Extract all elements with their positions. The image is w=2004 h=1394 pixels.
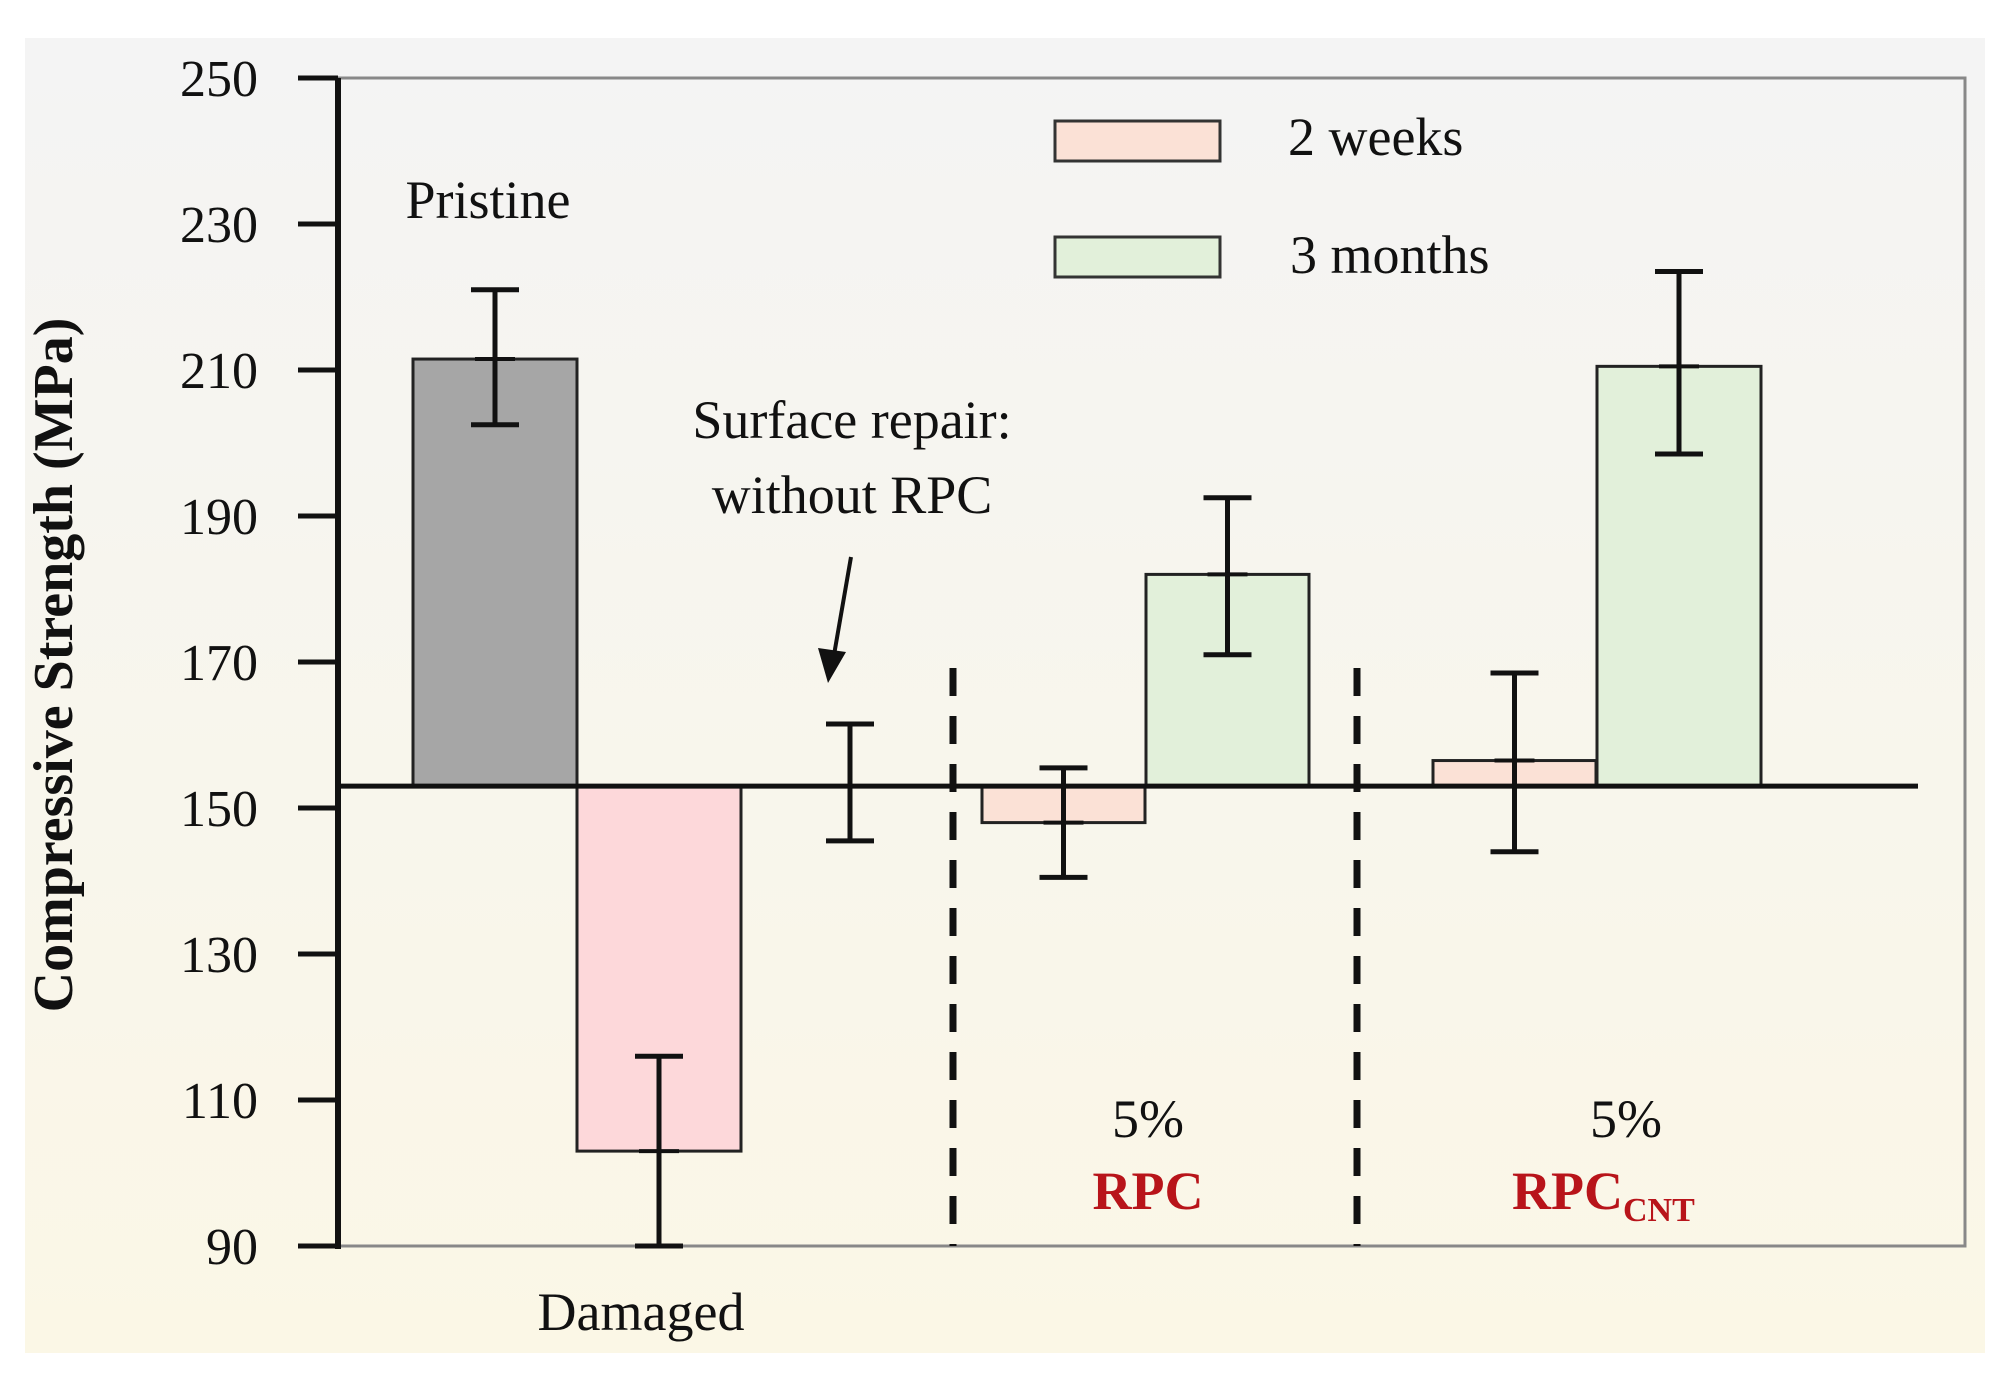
annotation-repair-line2: without RPC	[712, 465, 993, 525]
annotation-rpc-label: RPC	[1093, 1161, 1204, 1221]
error-bar-5-rpc-cnt-3-months	[1655, 268, 1703, 457]
y-tick-label-170: 170	[180, 635, 258, 692]
y-tick-label-110: 110	[182, 1073, 258, 1130]
error-bar-5-rpc-3-months	[1203, 495, 1252, 658]
bar-pristine	[411, 357, 579, 788]
legend-label-2-weeks: 2 weeks	[1288, 107, 1463, 167]
annotation-rpccnt-percent: 5%	[1590, 1089, 1662, 1149]
repair-arrow	[818, 556, 853, 683]
legend-swatch-3-months	[1053, 235, 1222, 279]
legend-label-3-months: 3 months	[1290, 225, 1490, 285]
legend-swatch-2-weeks	[1053, 119, 1222, 163]
axis-layer: 90 110 130 150 170 190 210 230 250	[180, 51, 341, 1276]
error-bar-damaged	[635, 1053, 683, 1249]
error-bar-surface-repair-without-rpc	[826, 721, 874, 844]
rpccnt-main: RPC	[1512, 1161, 1623, 1221]
y-tick-label-90: 90	[206, 1219, 258, 1276]
y-tick-label-230: 230	[180, 197, 258, 254]
annotation-repair-line1: Surface repair:	[692, 390, 1011, 450]
y-axis-label: Compressive Strength (MPa)	[23, 318, 85, 1013]
error-bar-5-rpc-cnt-2-weeks	[1490, 670, 1539, 855]
legend: 2 weeks 3 months	[1053, 107, 1490, 285]
annotation-rpc-percent: 5%	[1112, 1089, 1184, 1149]
y-tick-label-130: 130	[180, 927, 258, 984]
error-bar-pristine	[471, 287, 519, 428]
y-tick-label-190: 190	[180, 489, 258, 546]
rpccnt-subscript: CNT	[1623, 1192, 1695, 1229]
y-tick-label-210: 210	[180, 343, 258, 400]
annotation-damaged: Damaged	[538, 1282, 745, 1342]
annotation-rpccnt-label: RPCCNT	[1512, 1161, 1695, 1229]
y-tick-label-150: 150	[180, 781, 258, 838]
bars-layer	[338, 268, 1918, 1249]
y-tick-label-250: 250	[180, 51, 258, 108]
annotation-pristine: Pristine	[405, 170, 570, 230]
